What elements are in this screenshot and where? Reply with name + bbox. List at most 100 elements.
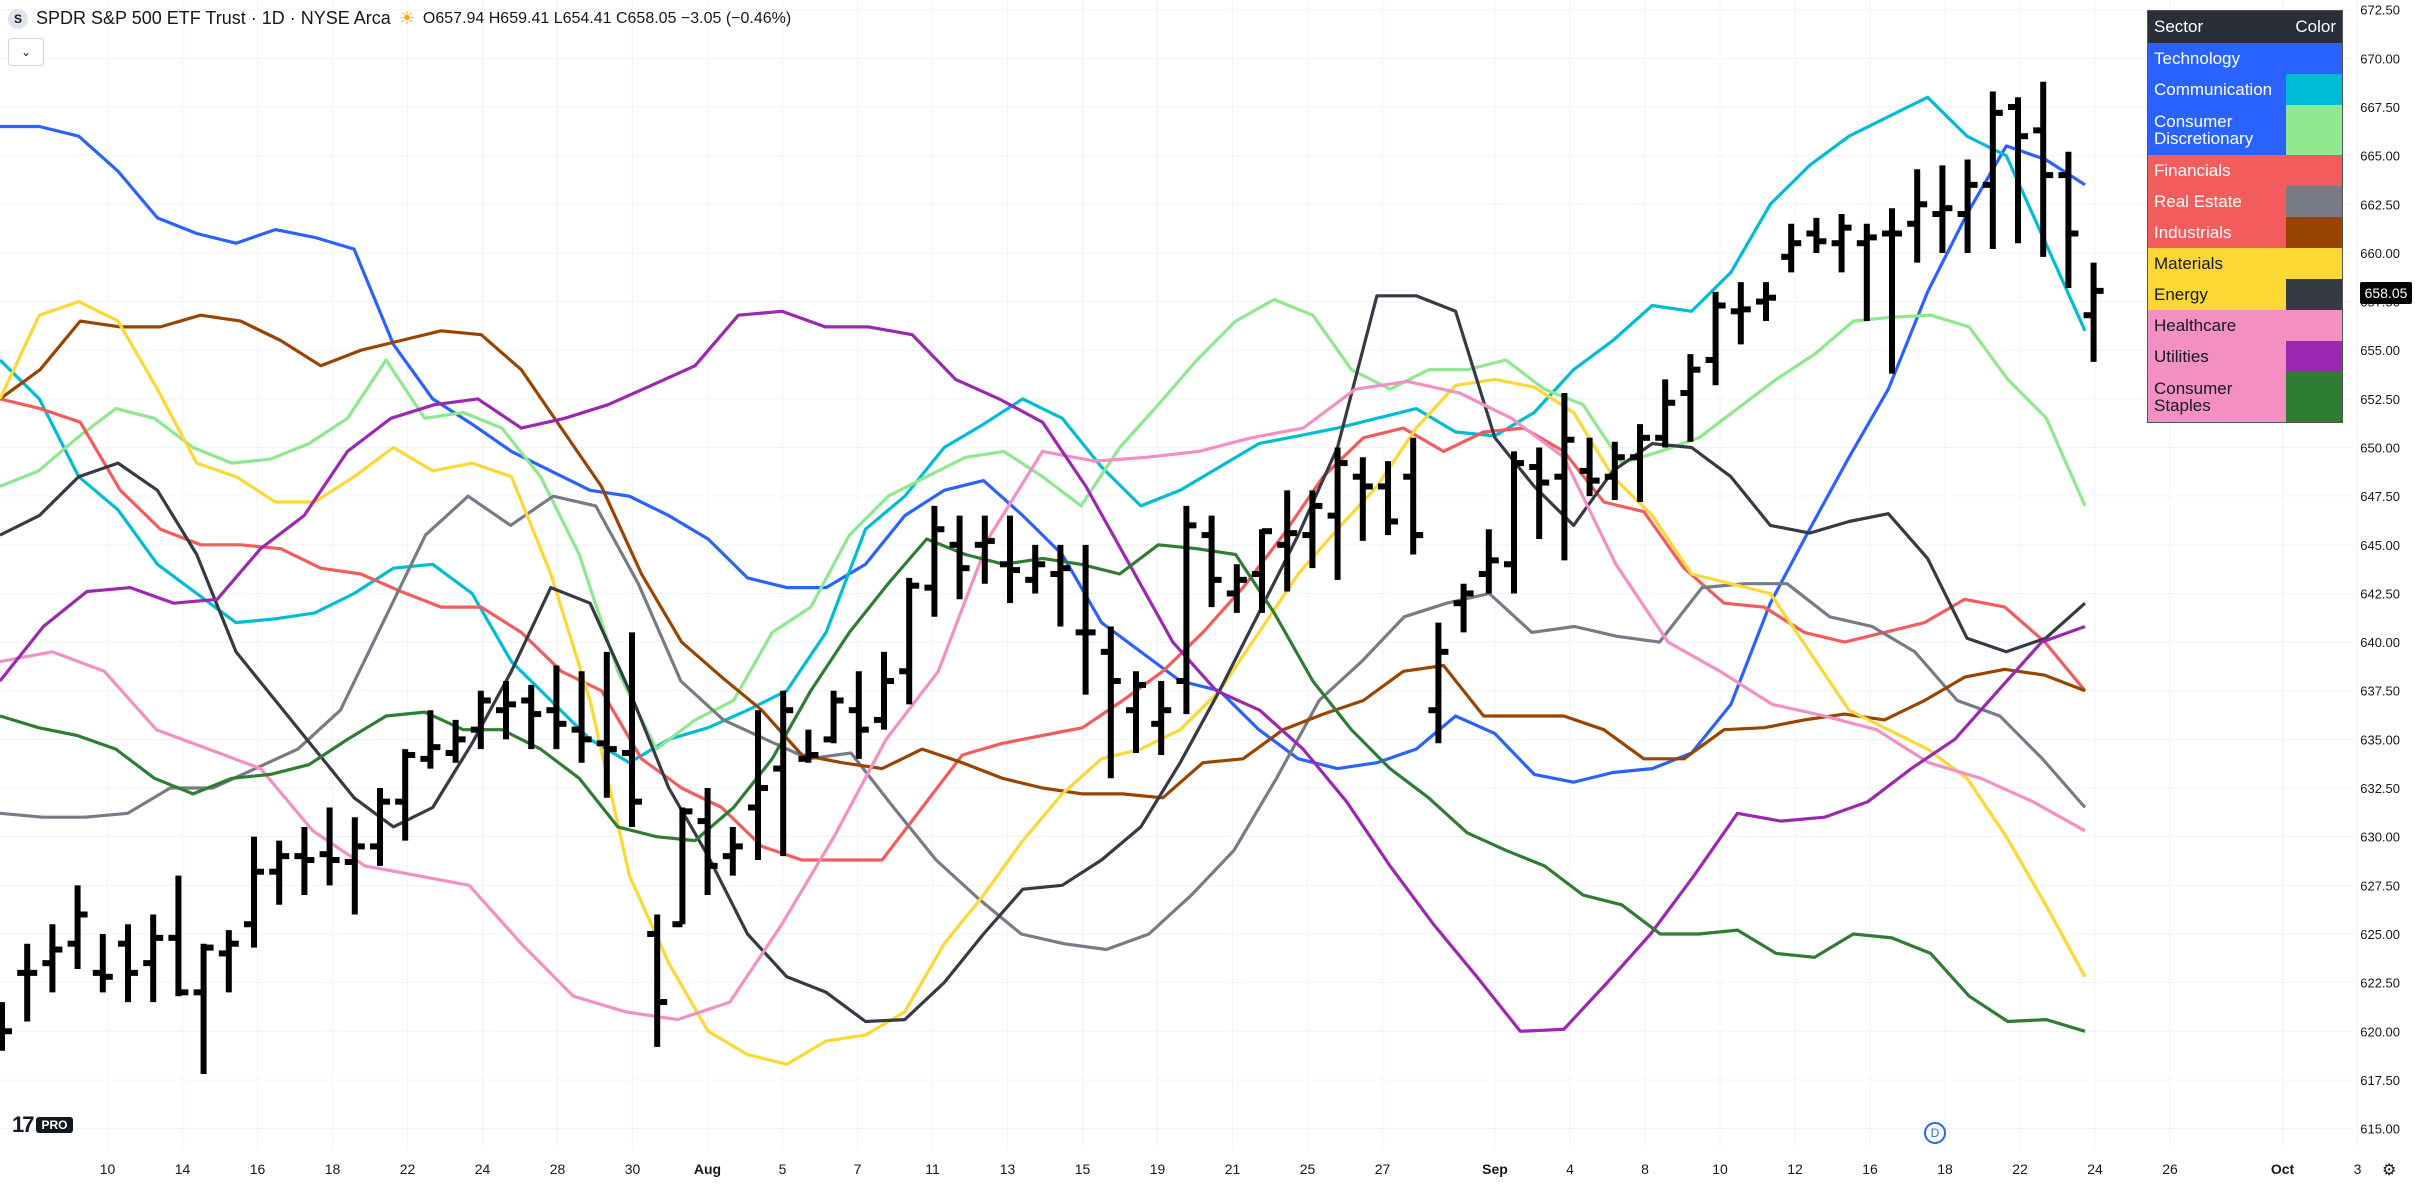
price-tick-label: 670.00 xyxy=(2360,51,2400,66)
ohlc-bar xyxy=(1428,622,1449,744)
time-tick-label: 7 xyxy=(854,1161,862,1177)
ohlc-bar xyxy=(118,924,138,1003)
price-tick-label: 630.00 xyxy=(2360,830,2400,845)
ohlc-bar xyxy=(496,681,516,740)
ohlc-bar xyxy=(1302,490,1323,569)
dividend-marker[interactable]: D xyxy=(1924,1122,1946,1144)
ohlc-bar xyxy=(672,807,693,928)
time-tick-label: 22 xyxy=(2012,1161,2028,1177)
gear-icon[interactable]: ⚙ xyxy=(2382,1162,2397,1179)
ohlc-bar xyxy=(67,885,88,969)
price-tick-label: 627.50 xyxy=(2360,878,2400,893)
ohlc-bar xyxy=(1680,354,1701,442)
legend-sector-label: Energy xyxy=(2148,279,2286,310)
legend-row: Communication xyxy=(2148,74,2342,105)
ohlc-bar xyxy=(521,684,542,750)
ohlc-bar xyxy=(1604,441,1625,501)
ohlc-bar xyxy=(1756,282,1776,322)
legend-color-swatch xyxy=(2286,341,2342,372)
ohlc-bar xyxy=(269,840,290,905)
sector-line-financials xyxy=(0,397,2087,862)
legend-col-color: Color xyxy=(2295,17,2336,36)
time-tick-label: Oct xyxy=(2271,1161,2295,1177)
ohlc-readout: O657.94 H659.41 L654.41 C658.05 −3.05 (−… xyxy=(422,9,792,27)
ohlc-bar xyxy=(848,671,869,759)
chevron-down-icon: ⌄ xyxy=(20,45,32,59)
ohlc-bar xyxy=(1630,424,1650,503)
price-tick-label: 655.00 xyxy=(2360,343,2400,358)
time-tick-label: 27 xyxy=(1375,1161,1391,1177)
legend-sector-label: Consumer Staples xyxy=(2148,372,2286,422)
price-tick-label: 660.00 xyxy=(2360,246,2400,261)
price-tick-label: 637.50 xyxy=(2360,684,2400,699)
ohlc-bar xyxy=(949,515,970,600)
price-tick-label: 615.00 xyxy=(2360,1122,2400,1137)
price-tick-label: 665.00 xyxy=(2360,149,2400,164)
price-bars xyxy=(0,81,2104,1075)
ohlc-bar xyxy=(874,651,894,730)
time-axis[interactable]: 10 14 16 18 22 24 28 30 Aug 5 7 11 13 15 19 21 25 27 Sep 4 8… xyxy=(100,1161,2362,1177)
legend-color-swatch xyxy=(2286,43,2342,74)
legend-sector-label: Real Estate xyxy=(2148,186,2286,217)
legend-row: Healthcare xyxy=(2148,310,2342,341)
ohlc-bar xyxy=(1705,291,1726,386)
ohlc-bar xyxy=(1781,223,1802,273)
ohlc-bar xyxy=(1907,169,1928,263)
price-tick-label: 635.00 xyxy=(2360,732,2400,747)
time-tick-label: 5 xyxy=(779,1161,787,1177)
time-tick-label: 8 xyxy=(1641,1161,1649,1177)
legend-color-swatch xyxy=(2286,279,2342,310)
legend-color-swatch xyxy=(2286,372,2342,422)
sector-legend-table: Sector Color Technology Communication Cons… xyxy=(2147,10,2343,423)
price-tick-label: 632.50 xyxy=(2360,781,2400,796)
ohlc-bar xyxy=(697,788,718,896)
legend-row: Technology xyxy=(2148,43,2342,74)
time-tick-label: 10 xyxy=(1712,1161,1728,1177)
ohlc-bar xyxy=(546,665,567,750)
ohlc-bar xyxy=(1478,529,1499,594)
legend-sector-label: Industrials xyxy=(2148,217,2286,248)
time-tick-label: 30 xyxy=(625,1161,641,1177)
time-tick-label: Aug xyxy=(694,1161,721,1177)
time-tick-label: 26 xyxy=(2162,1161,2178,1177)
price-tick-label: 640.00 xyxy=(2360,635,2400,650)
legend-row: Real Estate xyxy=(2148,186,2342,217)
time-tick-label: 16 xyxy=(1862,1161,1878,1177)
time-tick-label: 25 xyxy=(1300,1161,1316,1177)
sector-line-technology xyxy=(0,124,2086,784)
collapse-legend-button[interactable]: ⌄ xyxy=(8,38,44,66)
ohlc-bar xyxy=(193,943,214,1075)
time-tick-label: 28 xyxy=(550,1161,566,1177)
ohlc-bar xyxy=(344,817,365,915)
ohlc-bar xyxy=(294,826,315,896)
symbol-title[interactable]: SPDR S&P 500 ETF Trust · 1D · NYSE Arca xyxy=(36,8,391,28)
time-tick-label: 22 xyxy=(400,1161,416,1177)
ohlc-bar xyxy=(571,671,592,763)
legend-row: Consumer Staples xyxy=(2148,372,2342,422)
time-tick-label: 12 xyxy=(1787,1161,1803,1177)
ohlc-bar xyxy=(1050,544,1071,627)
ohlc-bar xyxy=(1453,583,1474,633)
tv-logo-icon: 17 xyxy=(12,1112,35,1137)
legend-sector-label: Consumer Discretionary xyxy=(2148,105,2286,155)
tradingview-logo[interactable]: 17 PRO xyxy=(12,1112,73,1138)
ohlc-bar xyxy=(1151,681,1172,755)
ohlc-bar xyxy=(1529,447,1550,539)
ohlc-bar xyxy=(1277,490,1298,592)
ohlc-bar xyxy=(622,632,642,827)
legend-row: Industrials xyxy=(2148,217,2342,248)
ohlc-bar xyxy=(1554,393,1575,561)
ohlc-bar xyxy=(2033,81,2054,257)
sector-line-materials xyxy=(0,300,2087,1066)
ohlc-bar xyxy=(722,826,743,876)
legend-color-swatch xyxy=(2286,186,2342,217)
legend-color-swatch xyxy=(2286,217,2342,248)
ohlc-bar xyxy=(1252,528,1272,613)
ohlc-bar xyxy=(244,836,264,948)
legend-sector-label: Communication xyxy=(2148,74,2286,105)
time-tick-label: 19 xyxy=(1150,1161,1166,1177)
sector-line-consumer-discretionary xyxy=(0,298,2087,751)
price-tick-label: 650.00 xyxy=(2360,441,2400,456)
price-axis[interactable]: 615.00 617.50 620.00 622.50 625.00 627.50 630.… xyxy=(2360,3,2400,1137)
